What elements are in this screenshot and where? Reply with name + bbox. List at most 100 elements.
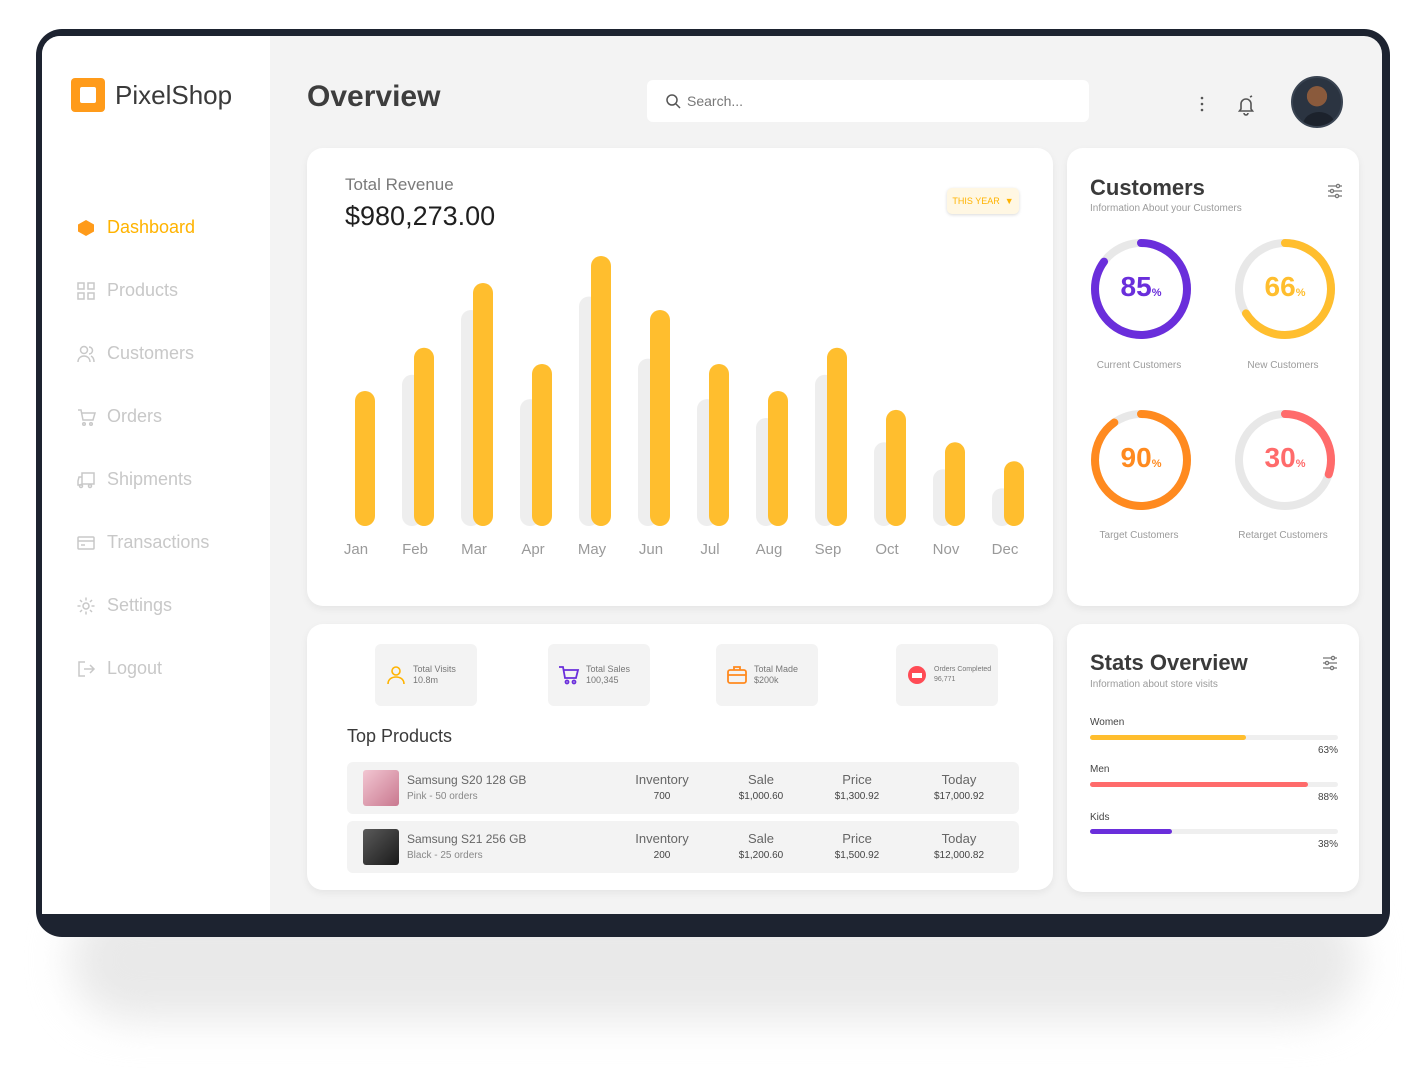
stat-total-sales[interactable]: Total Sales 100,345 [548, 644, 650, 706]
more-options-icon[interactable] [1197, 94, 1207, 114]
stat-text: Total Made $200k [754, 664, 799, 685]
orders-completed-icon [908, 666, 926, 684]
ring-label: Retarget Customers [1238, 530, 1328, 541]
caret-down-icon: ▼ [1004, 196, 1014, 206]
ring-label: Target Customers [1099, 530, 1179, 541]
notification-bell-icon[interactable] [1235, 94, 1257, 116]
customers-icon [75, 343, 97, 365]
ring-value: 66% [1264, 271, 1306, 302]
chart-bar-mar[interactable] [473, 283, 493, 526]
chart-bar-jun[interactable] [650, 310, 670, 526]
stat-text: Total Visits 10.8m [413, 664, 456, 685]
customer-ring: 90% [1089, 408, 1193, 512]
chart-tick-label: Nov [933, 541, 960, 558]
logout-icon [75, 658, 97, 680]
stat-bar-percent: 88% [1317, 792, 1338, 803]
sidebar-item-orders[interactable]: Orders [75, 385, 209, 448]
chart-tick-label: Jul [700, 541, 719, 558]
stat-bar-fill [1090, 735, 1247, 740]
stats-overview-card: Stats Overview Information about store v… [1067, 624, 1359, 892]
chart-bar-may[interactable] [591, 256, 611, 526]
stat-total-visits[interactable]: Total Visits 10.8m [375, 644, 477, 706]
shipments-icon [75, 469, 97, 491]
sidebar-item-label: Settings [107, 595, 173, 615]
stats-subtitle: Information about store visits [1090, 679, 1218, 690]
logo-icon [71, 78, 105, 112]
search-bar[interactable] [647, 80, 1089, 122]
chart-tick-label: Feb [402, 541, 428, 558]
settings-icon [75, 595, 97, 617]
filter-sliders-icon[interactable] [1321, 654, 1339, 672]
stat-bar-label: Men [1090, 764, 1110, 775]
chart-tick-label: Jan [344, 541, 368, 558]
revenue-value: $980,273.00 [345, 201, 496, 231]
product-thumbnail [363, 770, 399, 806]
sidebar-item-transactions[interactable]: Transactions [75, 511, 209, 574]
product-meta: Pink - 50 orders [407, 791, 478, 802]
product-meta: Black - 25 orders [407, 850, 483, 861]
chart-bar-aug[interactable] [768, 391, 788, 526]
sale-cell: Sale $1,200.60 [738, 831, 784, 861]
ring-progress [1235, 410, 1335, 510]
product-thumbnail [363, 829, 399, 865]
product-name: Samsung S20 128 GB [407, 773, 527, 787]
period-dropdown-label: THIS YEAR [952, 196, 1000, 206]
sidebar-item-dashboard[interactable]: Dashboard [75, 196, 209, 259]
chart-bar-nov[interactable] [945, 442, 965, 526]
stats-title: Stats Overview [1090, 650, 1248, 675]
stat-bar-fill [1090, 782, 1309, 787]
chart-bar-oct[interactable] [886, 409, 906, 526]
briefcase-icon [727, 666, 747, 684]
sidebar-item-label: Products [107, 280, 179, 300]
revenue-bar-chart: Jan Feb Mar Apr May Jun Jul Aug Sep Oct Nov Dec [344, 256, 1024, 558]
chart-tick-label: May [578, 541, 607, 558]
stat-bar-percent: 63% [1317, 745, 1338, 756]
stat-bar-track [1090, 782, 1338, 787]
sidebar-item-label: Transactions [107, 532, 210, 552]
progress-ring [1091, 239, 1191, 339]
ring-label: New Customers [1247, 360, 1319, 371]
app-logo[interactable]: PixelShop [71, 78, 232, 112]
products-card: Total Visits 10.8m Total Sales 100,345 Tot… [307, 624, 1053, 890]
transactions-icon [75, 532, 97, 554]
inventory-cell: Inventory 700 [635, 772, 689, 802]
chart-bar-apr[interactable] [532, 364, 552, 526]
sidebar-item-shipments[interactable]: Shipments [75, 448, 209, 511]
sidebar-item-label: Customers [107, 343, 195, 363]
filter-sliders-icon[interactable] [1326, 182, 1344, 200]
orders-icon [75, 406, 97, 428]
sidebar-item-settings[interactable]: Settings [75, 574, 209, 637]
today-cell: Today $12,000.82 [933, 831, 985, 861]
sidebar-item-logout[interactable]: Logout [75, 637, 209, 700]
ring-progress [1091, 410, 1191, 510]
product-row[interactable]: Samsung S21 256 GB Black - 25 orders Inv… [347, 821, 1019, 873]
chart-tick-label: Dec [992, 541, 1019, 558]
user-avatar[interactable] [1291, 76, 1343, 128]
chart-bar-dec[interactable] [1004, 461, 1024, 526]
stat-total-made[interactable]: Total Made $200k [716, 644, 818, 706]
sidebar-item-customers[interactable]: Customers [75, 322, 209, 385]
search-icon [666, 94, 681, 109]
product-row[interactable]: Samsung S20 128 GB Pink - 50 orders Inve… [347, 762, 1019, 814]
chart-bar-sep[interactable] [827, 347, 847, 526]
period-dropdown[interactable]: THIS YEAR ▼ [947, 188, 1019, 214]
chart-bar-jul[interactable] [709, 364, 729, 526]
price-cell: Price $1,300.92 [834, 772, 880, 802]
chart-bar-feb[interactable] [414, 347, 434, 526]
search-input[interactable] [687, 93, 1067, 109]
today-cell: Today $17,000.92 [933, 772, 985, 802]
sidebar-item-label: Shipments [107, 469, 193, 489]
sidebar-item-products[interactable]: Products [75, 259, 209, 322]
stat-bar-label: Kids [1090, 812, 1110, 823]
ring-progress [1091, 239, 1191, 339]
price-cell: Price $1,500.92 [834, 831, 880, 861]
revenue-card: Total Revenue $980,273.00 THIS YEAR ▼ Ja… [307, 148, 1053, 606]
ring-value: 90% [1120, 442, 1162, 473]
chart-bar-jan[interactable] [355, 391, 375, 526]
ring-label: Current Customers [1096, 360, 1182, 371]
sidebar-item-label: Logout [107, 658, 163, 678]
stat-orders-completed[interactable]: Orders Completed 96,771 [896, 644, 998, 706]
customer-ring: 30% [1233, 408, 1337, 512]
app-name: PixelShop [115, 79, 233, 110]
inventory-cell: Inventory 200 [635, 831, 689, 861]
